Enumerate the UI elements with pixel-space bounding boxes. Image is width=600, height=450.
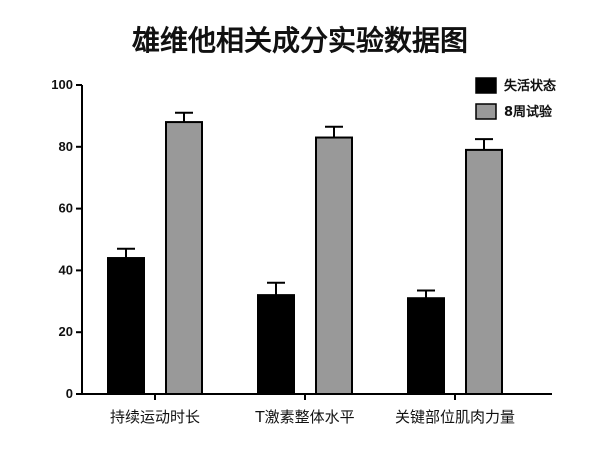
y-tick-label: 60 [59,201,73,216]
bar-inactive [407,297,445,395]
axes: 0 20 40 60 80 100 持续运动时长 T激素整体水平 关键部位肌肉力量 [51,77,552,426]
legend-label: 失活状态 [504,78,556,94]
y-tick-label: 40 [59,262,73,277]
y-tick-label: 80 [59,139,73,154]
category-label: T激素整体水平 [254,408,354,426]
bar-trial [315,136,353,395]
legend-swatch [475,77,497,94]
bar-trial [465,148,503,395]
legend: 失活状态 8周试验 [475,77,556,120]
bar-trial [165,121,203,396]
category-label: 持续运动时长 [110,408,200,426]
bar-inactive [257,294,295,395]
y-tick-label: 100 [51,77,73,92]
y-tick-label: 20 [59,324,73,339]
bars [107,111,503,396]
legend-swatch [475,103,497,120]
legend-label: 8周试验 [504,104,553,120]
chart-title: 雄维他相关成分实验数据图 [131,24,468,57]
y-tick-label: 0 [66,386,73,401]
category-label: 关键部位肌肉力量 [395,408,515,426]
bar-inactive [107,257,145,396]
